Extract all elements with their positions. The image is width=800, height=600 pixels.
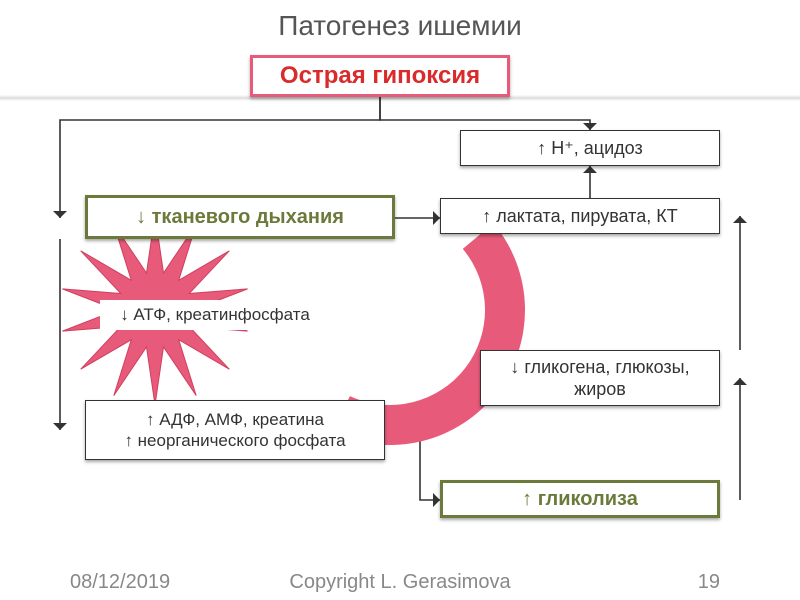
footer-copyright: Copyright L. Gerasimova: [280, 571, 520, 594]
footer-page-number: 19: [698, 571, 720, 594]
box-glycogen: ↓ гликогена, глюкозы, жиров: [480, 350, 720, 406]
box-acidosis: ↑ Н⁺, ацидоз: [460, 130, 720, 166]
box-adp: ↑ АДФ, АМФ, креатина ↑ неорганического ф…: [85, 400, 385, 460]
box-hypoxia: Острая гипоксия: [250, 55, 510, 97]
box-lactate: ↑ лактата, пирувата, КТ: [440, 198, 720, 234]
box-atp: ↓ АТФ, креатинфосфата: [100, 300, 330, 330]
box-respiration: ↓ тканевого дыхания: [85, 195, 395, 239]
box-glycolysis: ↑ гликолиза: [440, 480, 720, 518]
diagram-canvas: Патогенез ишемии Острая гипоксия↑ Н⁺, ац…: [0, 0, 800, 600]
footer-date: 08/12/2019: [70, 571, 170, 594]
